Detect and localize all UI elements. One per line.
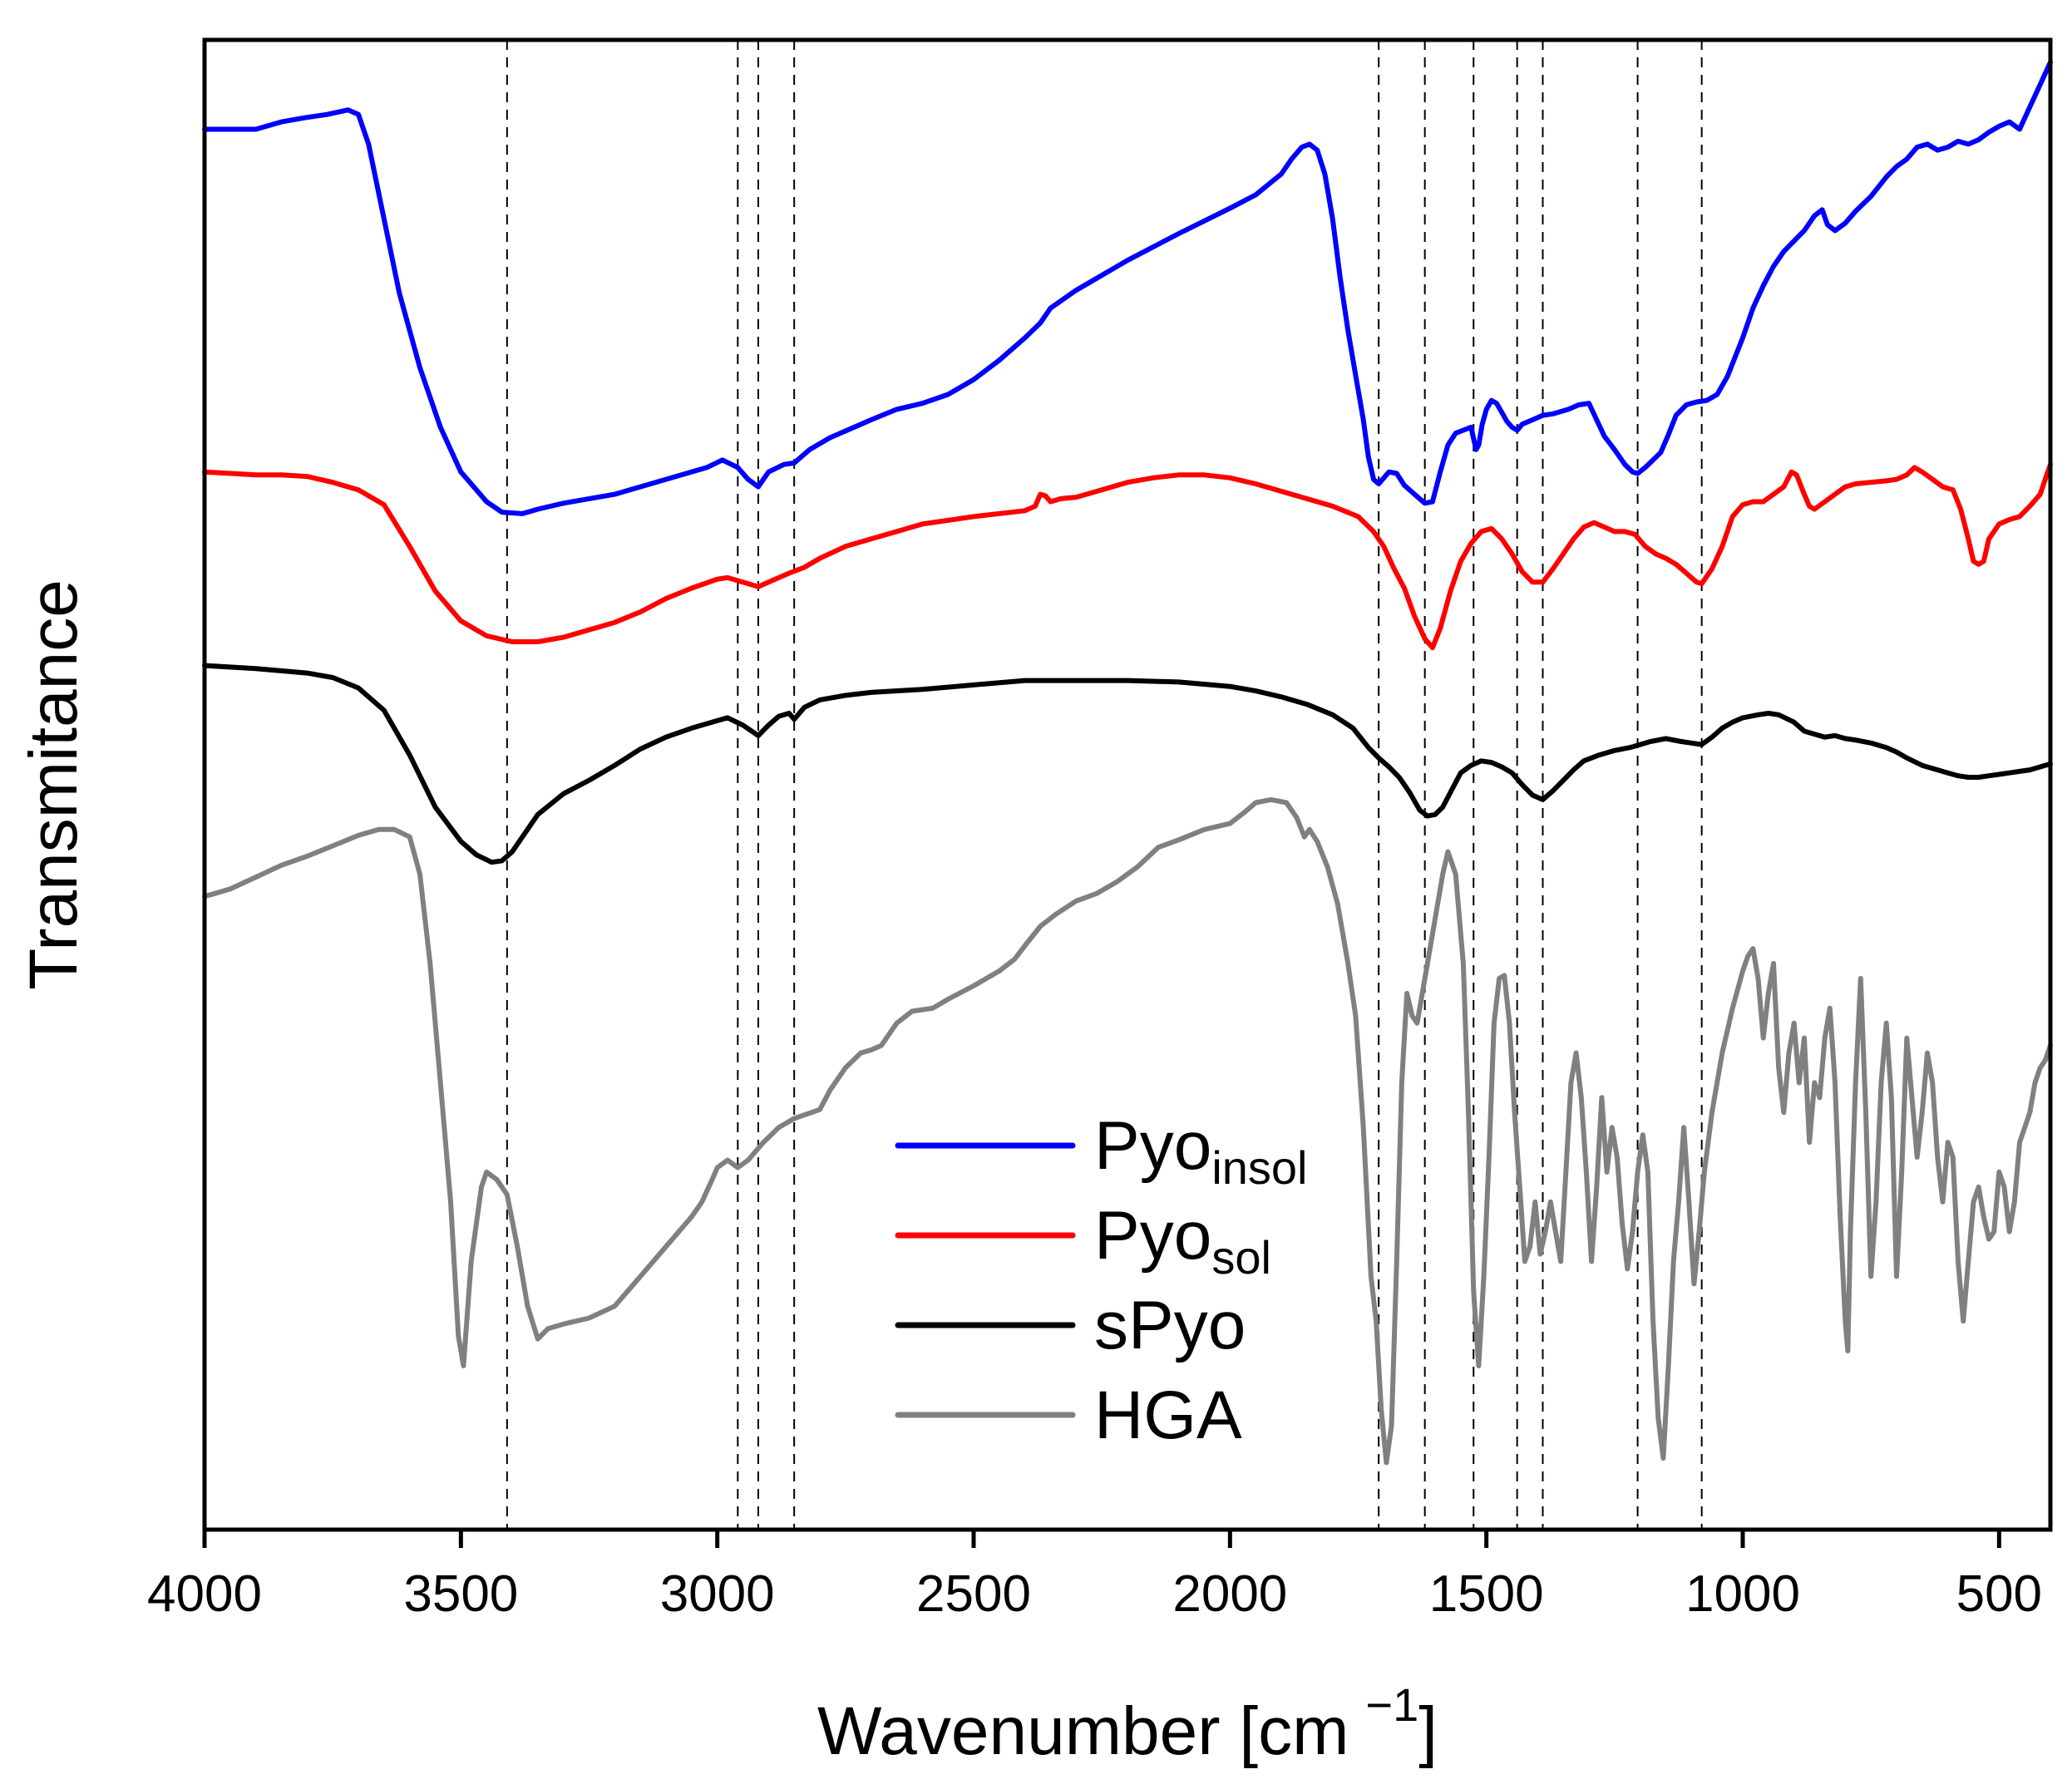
legend-label-pyo-insol: Pyoinsol [1094,1108,1307,1194]
series-line-pyo-sol [202,461,2053,651]
series-line-hga [202,796,2053,1466]
legend-label-hga: HGA [1094,1377,1242,1453]
x-tick-label-3000: 3000 [660,1565,775,1623]
legend-label-spyo: sPyo [1094,1288,1246,1363]
x-tick-label-1000: 1000 [1685,1565,1800,1623]
x-tick-label-4000: 4000 [147,1565,262,1623]
x-tick-label-3500: 3500 [403,1565,518,1623]
x-tick-label-500: 500 [1956,1565,2042,1623]
spectrum-series [202,59,2053,1466]
y-axis-title: Transmitance [16,579,91,990]
x-axis-title: Wavenumber [cm −1] [817,1678,1438,1769]
series-line-spyo [202,663,2053,865]
x-axis-ticks: 4000 3500 3000 2500 2000 1500 1000 500 [147,1530,2042,1623]
x-tick-label-1500: 1500 [1429,1565,1544,1623]
legend-label-pyo-sol: Pyosol [1094,1198,1271,1284]
x-tick-label-2000: 2000 [1172,1565,1287,1623]
x-tick-label-2500: 2500 [916,1565,1031,1623]
series-line-pyo-insol [202,59,2053,516]
plot-frame [202,37,2053,1532]
